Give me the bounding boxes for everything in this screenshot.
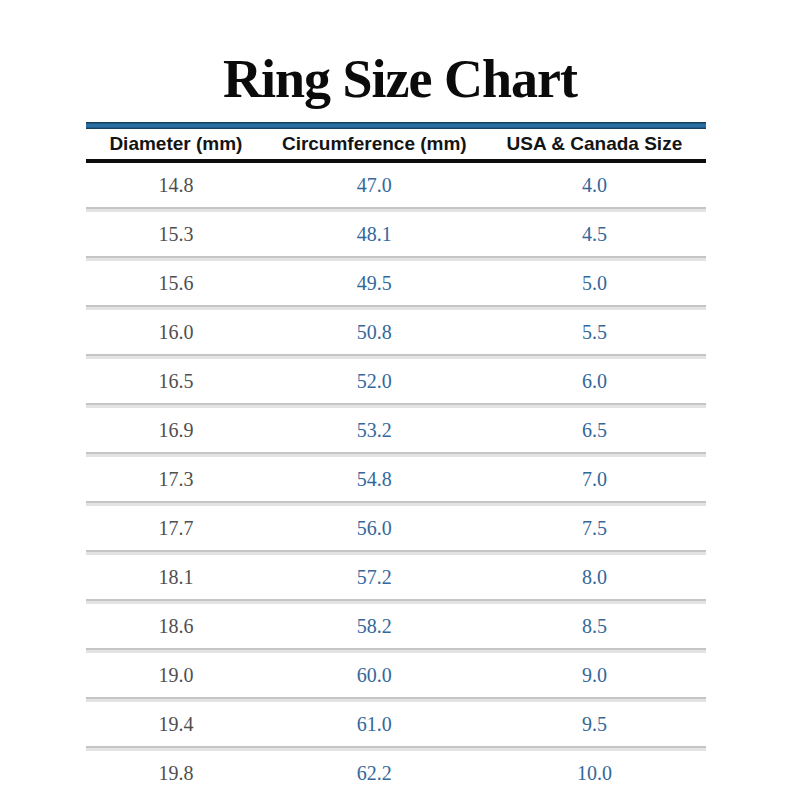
table-row: 19.461.09.5 xyxy=(86,702,706,746)
usa-canada-size-cell: 9.0 xyxy=(483,664,706,687)
title-underline-rule xyxy=(86,122,706,129)
table-row: 15.649.55.0 xyxy=(86,261,706,305)
usa-canada-size-cell: 8.5 xyxy=(483,615,706,638)
ring-size-table: Diameter (mm) Circumference (mm) USA & C… xyxy=(86,122,706,795)
header-cell-circumference: Circumference (mm) xyxy=(266,133,483,155)
table-row: 14.847.04.0 xyxy=(86,163,706,207)
circumference-cell: 61.0 xyxy=(266,713,483,736)
diameter-cell: 16.0 xyxy=(86,321,266,344)
circumference-cell: 47.0 xyxy=(266,174,483,197)
circumference-cell: 53.2 xyxy=(266,419,483,442)
circumference-cell: 62.2 xyxy=(266,762,483,785)
usa-canada-size-cell: 9.5 xyxy=(483,713,706,736)
table-row: 16.953.26.5 xyxy=(86,408,706,452)
header-cell-diameter: Diameter (mm) xyxy=(86,133,266,155)
usa-canada-size-cell: 4.5 xyxy=(483,223,706,246)
header-cell-usa-canada-size: USA & Canada Size xyxy=(483,133,706,155)
diameter-cell: 15.3 xyxy=(86,223,266,246)
usa-canada-size-cell: 10.0 xyxy=(483,762,706,785)
usa-canada-size-cell: 5.5 xyxy=(483,321,706,344)
usa-canada-size-cell: 5.0 xyxy=(483,272,706,295)
table-row: 16.050.85.5 xyxy=(86,310,706,354)
usa-canada-size-cell: 8.0 xyxy=(483,566,706,589)
ring-size-chart-page: Ring Size Chart Diameter (mm) Circumfere… xyxy=(0,0,800,800)
usa-canada-size-cell: 4.0 xyxy=(483,174,706,197)
diameter-cell: 18.6 xyxy=(86,615,266,638)
table-row: 18.157.28.0 xyxy=(86,555,706,599)
diameter-cell: 17.3 xyxy=(86,468,266,491)
table-row: 18.658.28.5 xyxy=(86,604,706,648)
diameter-cell: 19.0 xyxy=(86,664,266,687)
usa-canada-size-cell: 7.0 xyxy=(483,468,706,491)
diameter-cell: 15.6 xyxy=(86,272,266,295)
table-body: 14.847.04.0 15.348.14.5 15.649.55.0 16.050.… xyxy=(86,163,706,795)
usa-canada-size-cell: 6.0 xyxy=(483,370,706,393)
diameter-cell: 16.9 xyxy=(86,419,266,442)
circumference-cell: 49.5 xyxy=(266,272,483,295)
table-row: 15.348.14.5 xyxy=(86,212,706,256)
circumference-cell: 48.1 xyxy=(266,223,483,246)
circumference-cell: 58.2 xyxy=(266,615,483,638)
table-header-row: Diameter (mm) Circumference (mm) USA & C… xyxy=(86,129,706,159)
circumference-cell: 50.8 xyxy=(266,321,483,344)
diameter-cell: 17.7 xyxy=(86,517,266,540)
table-row: 19.060.09.0 xyxy=(86,653,706,697)
diameter-cell: 19.8 xyxy=(86,762,266,785)
usa-canada-size-cell: 7.5 xyxy=(483,517,706,540)
diameter-cell: 18.1 xyxy=(86,566,266,589)
diameter-cell: 14.8 xyxy=(86,174,266,197)
table-row: 16.552.06.0 xyxy=(86,359,706,403)
circumference-cell: 57.2 xyxy=(266,566,483,589)
table-row: 17.756.07.5 xyxy=(86,506,706,550)
page-title: Ring Size Chart xyxy=(0,0,800,110)
diameter-cell: 19.4 xyxy=(86,713,266,736)
circumference-cell: 52.0 xyxy=(266,370,483,393)
table-row: 17.354.87.0 xyxy=(86,457,706,501)
diameter-cell: 16.5 xyxy=(86,370,266,393)
circumference-cell: 60.0 xyxy=(266,664,483,687)
circumference-cell: 54.8 xyxy=(266,468,483,491)
circumference-cell: 56.0 xyxy=(266,517,483,540)
usa-canada-size-cell: 6.5 xyxy=(483,419,706,442)
table-row: 19.862.210.0 xyxy=(86,751,706,795)
